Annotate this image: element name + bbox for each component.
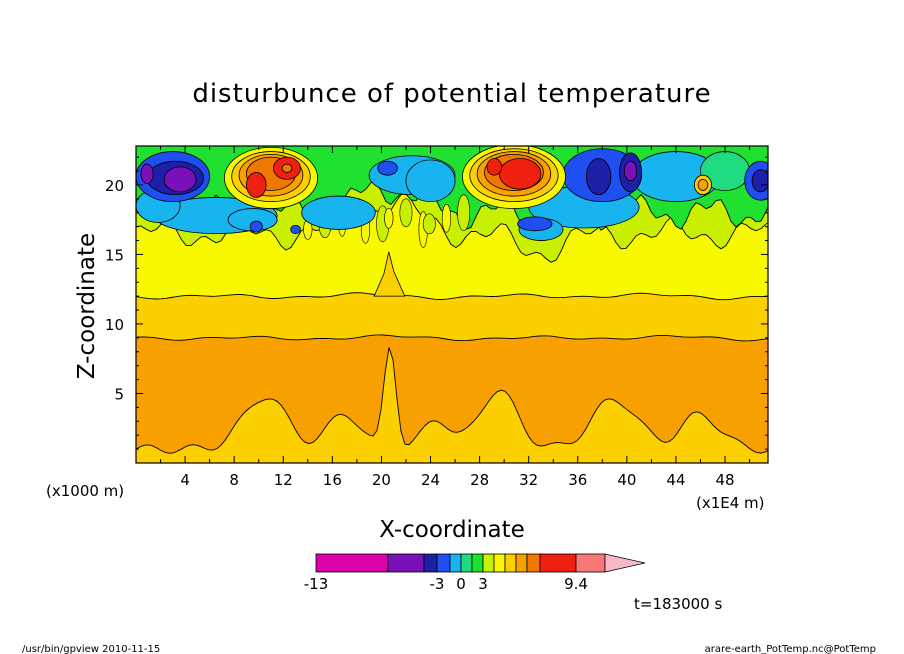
x-tick-label: 16 — [323, 471, 342, 489]
colorbar-tick-label: -13 — [304, 575, 329, 593]
colorbar-swatch — [423, 553, 438, 573]
low-center — [249, 220, 263, 233]
y-axis-label: Z-coordinate — [74, 233, 100, 379]
colorbar-tick-label: 0 — [456, 575, 466, 593]
colorbar-tick-label: 9.4 — [564, 575, 588, 593]
colorbar-extend-arrow — [604, 553, 646, 573]
x-tick-label: 20 — [372, 471, 391, 489]
low-center — [585, 158, 612, 196]
x-tick-label: 28 — [470, 471, 489, 489]
streak — [441, 203, 452, 233]
y-tick-label: 15 — [105, 246, 124, 264]
x-tick-label: 24 — [421, 471, 440, 489]
high-center — [246, 172, 267, 198]
streak — [457, 194, 471, 232]
x-axis-label: X-coordinate — [379, 517, 525, 543]
colorbar-swatch — [575, 553, 606, 573]
x-tick-label: 40 — [617, 471, 636, 489]
low-center — [140, 163, 154, 184]
high-center — [486, 158, 503, 176]
y-tick-label: 20 — [105, 177, 124, 195]
x-tick-label: 48 — [716, 471, 735, 489]
colorbar-tick-label: 3 — [478, 575, 488, 593]
x-axis: 4 8 12 16 20 24 28 32 36 40 44 48 — [160, 146, 751, 489]
x-tick-label: 32 — [519, 471, 538, 489]
blob-cyan — [301, 195, 376, 230]
y-axis: 5 10 15 20 — [105, 156, 768, 450]
x-axis-units: (x1E4 m) — [696, 494, 765, 512]
colorbar-swatch — [493, 553, 506, 573]
high-center — [498, 158, 542, 190]
colorbar-swatch — [387, 553, 425, 573]
y-axis-units: (x1000 m) — [46, 482, 124, 500]
colorbar-tick-label: -3 — [430, 575, 445, 593]
streak — [399, 198, 413, 228]
low-center — [290, 224, 301, 234]
colorbar: -13 -3 0 3 9.4 — [304, 553, 646, 593]
band-lower — [136, 334, 768, 454]
x-tick-label: 44 — [666, 471, 685, 489]
low-center — [163, 166, 197, 193]
y-tick-label: 5 — [114, 385, 124, 403]
time-annotation: t=183000 s — [634, 595, 722, 613]
colorbar-swatch — [460, 553, 473, 573]
colorbar-swatch — [504, 553, 517, 573]
x-tick-label: 12 — [274, 471, 293, 489]
low-center — [377, 160, 398, 176]
low-center — [517, 216, 553, 232]
low-center — [624, 160, 638, 182]
chart-title: disturbunce of potential temperature — [192, 79, 711, 109]
colorbar-swatch — [482, 553, 495, 573]
footer-left: /usr/bin/gpview 2010-11-15 — [22, 644, 160, 654]
colorbar-swatch — [436, 553, 451, 573]
x-tick-label: 36 — [568, 471, 587, 489]
streak — [422, 213, 436, 235]
y-tick-label: 10 — [105, 316, 124, 334]
spike-upper — [373, 251, 406, 297]
colorbar-swatch — [515, 553, 528, 573]
x-tick-label: 4 — [180, 471, 190, 489]
high-center — [281, 163, 293, 173]
colorbar-swatch — [449, 553, 462, 573]
footer-right: arare-earth_PotTemp.nc@PotTemp — [705, 644, 876, 654]
low-center — [751, 169, 768, 193]
plot-frame — [135, 145, 769, 464]
plot-area — [136, 146, 768, 463]
blob-cyan — [405, 159, 456, 203]
colorbar-swatch — [471, 553, 484, 573]
high-center — [697, 178, 709, 191]
colorbar-swatch — [315, 553, 389, 573]
colorbar-swatch — [539, 553, 577, 573]
x-tick-label: 8 — [229, 471, 239, 489]
colorbar-swatch — [526, 553, 541, 573]
streak — [384, 207, 394, 229]
